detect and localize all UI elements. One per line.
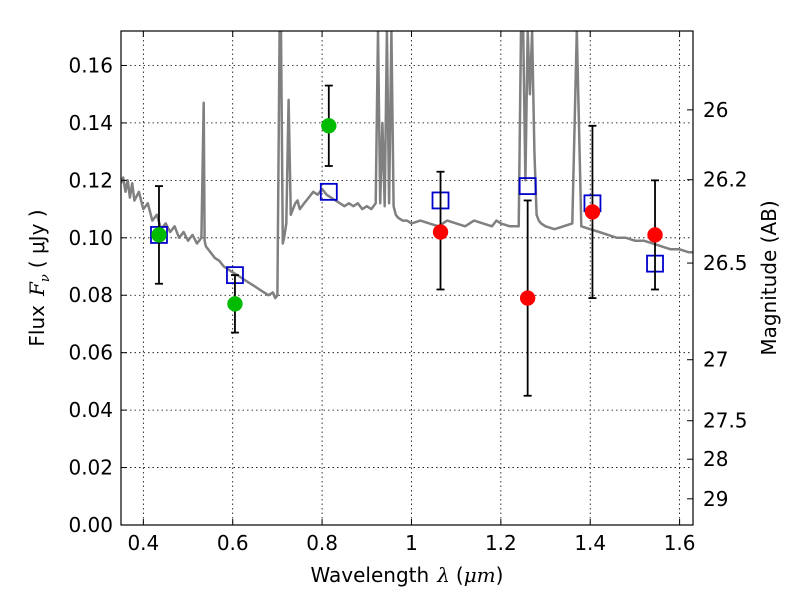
y-tick-label: 0.04 bbox=[68, 398, 113, 422]
y2-tick-label: 26 bbox=[703, 98, 728, 122]
y2-tick-label: 29 bbox=[703, 487, 728, 511]
y-tick-label: 0.00 bbox=[68, 513, 113, 537]
y-tick-label: 0.08 bbox=[68, 283, 113, 307]
photometry-point bbox=[321, 118, 337, 134]
photometry-point bbox=[227, 296, 243, 312]
x-tick-label: 1.6 bbox=[664, 531, 696, 555]
x-axis-title: Wavelength λ (μm) bbox=[311, 563, 504, 587]
y2-tick-label: 27.5 bbox=[703, 409, 748, 433]
y2-tick-label: 28 bbox=[703, 447, 728, 471]
photometry-point bbox=[584, 204, 601, 220]
y-tick-label: 0.10 bbox=[68, 226, 113, 250]
model-magnitude-square bbox=[319, 182, 338, 201]
model-magnitude-square bbox=[518, 177, 537, 195]
model-spectrum-line bbox=[121, 31, 693, 300]
y-tick-label: 0.06 bbox=[68, 341, 113, 365]
plot-frame bbox=[120, 30, 694, 526]
y-tick-label: 0.02 bbox=[68, 456, 113, 480]
x-tick-label: 1.4 bbox=[574, 531, 606, 555]
x-tick-label: 0.8 bbox=[306, 531, 338, 555]
photometry-point bbox=[432, 224, 449, 240]
x-tick-label: 0.6 bbox=[217, 531, 249, 555]
x-tick-label: 1 bbox=[405, 531, 418, 555]
y2-tick-label: 26.5 bbox=[703, 251, 748, 275]
x-tick-label: 0.4 bbox=[127, 531, 159, 555]
plot-area bbox=[121, 31, 693, 397]
axis-ticks: 0.4 0.6 0.8 1 1.2 1.4 1.6 0.00 0.02 0.04 0.06 0.08 0… bbox=[68, 31, 748, 555]
y2-axis-title: Magnitude (AB) bbox=[757, 200, 781, 355]
y2-tick-label: 26.2 bbox=[703, 168, 748, 192]
photometry-point bbox=[519, 290, 536, 306]
y-tick-label: 0.12 bbox=[68, 168, 113, 192]
y-tick-label: 0.16 bbox=[68, 53, 113, 77]
photometry-point bbox=[151, 227, 167, 243]
y-tick-label: 0.14 bbox=[68, 111, 113, 135]
x-tick-label: 1.2 bbox=[485, 531, 517, 555]
photometry-point bbox=[647, 227, 663, 243]
y-axis-title: FluxFν( μJy ) bbox=[25, 209, 53, 346]
y2-tick-label: 27 bbox=[703, 348, 728, 372]
